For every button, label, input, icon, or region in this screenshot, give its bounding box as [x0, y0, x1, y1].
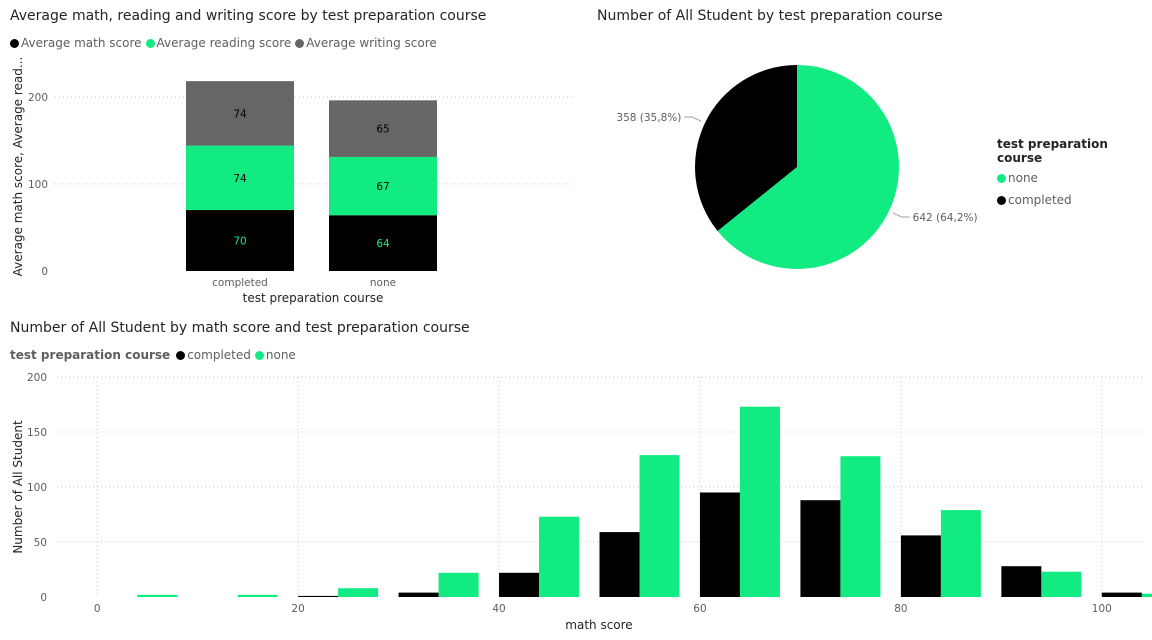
chart-title: Average math, reading and writing score … — [10, 8, 487, 24]
pie-data-label: 642 (64,2%) — [913, 212, 978, 224]
bar-none[interactable] — [1141, 593, 1152, 597]
legend-label: none — [1008, 171, 1038, 185]
y-axis-title: Number of All Student — [11, 420, 25, 554]
bar-segment[interactable] — [186, 210, 294, 271]
legend: test preparation course completed none — [10, 348, 300, 362]
legend-label: completed — [187, 348, 251, 362]
bar-none[interactable] — [137, 594, 178, 597]
bar-completed[interactable] — [900, 535, 941, 597]
leader-line — [684, 116, 702, 122]
bar-completed[interactable] — [499, 572, 540, 597]
chart-title: Number of All Student by test preparatio… — [597, 8, 943, 24]
data-label: 65 — [376, 124, 389, 136]
bar-completed[interactable] — [398, 592, 439, 597]
x-axis-title: test preparation course — [243, 291, 384, 305]
y-tick-label: 100 — [27, 482, 47, 494]
x-tick-label: 100 — [1092, 603, 1112, 615]
pie-legend: test preparation course none completed — [997, 137, 1152, 215]
legend-marker — [997, 195, 1006, 205]
bar-none[interactable] — [840, 456, 881, 597]
bar-none[interactable] — [539, 516, 580, 597]
y-tick-label: 200 — [28, 92, 48, 104]
bar-segment[interactable] — [329, 215, 437, 271]
legend-item-math[interactable]: Average math score — [10, 36, 142, 50]
legend-marker — [295, 38, 305, 48]
x-tick-label: 80 — [894, 603, 907, 615]
bar-none[interactable] — [639, 455, 680, 597]
pie-chart-visual: Number of All Student by test preparatio… — [585, 0, 1152, 315]
legend-label: Average math score — [21, 36, 142, 50]
x-tick-label: none — [370, 277, 396, 289]
bar-none[interactable] — [438, 572, 479, 597]
legend-item-none[interactable]: none — [997, 171, 1152, 185]
y-tick-label: 0 — [41, 266, 48, 278]
bar-completed[interactable] — [599, 532, 640, 597]
y-tick-label: 50 — [34, 537, 47, 549]
legend-marker — [176, 350, 186, 360]
data-label: 74 — [233, 173, 247, 185]
legend-item-none[interactable]: none — [254, 348, 296, 362]
bar-none[interactable] — [237, 594, 278, 597]
y-tick-label: 0 — [40, 592, 47, 604]
bar-completed[interactable] — [800, 500, 841, 597]
bar-segment[interactable] — [329, 156, 437, 216]
y-axis-title: Average math score, Average read... — [11, 57, 25, 277]
bar-completed[interactable] — [1101, 592, 1142, 597]
chart-title: Number of All Student by math score and … — [10, 320, 470, 336]
x-tick-label: 20 — [291, 603, 304, 615]
legend-item-writing[interactable]: Average writing score — [295, 36, 437, 50]
x-tick-label: 60 — [693, 603, 706, 615]
bar-completed[interactable] — [699, 492, 740, 598]
y-tick-label: 200 — [27, 372, 47, 384]
bar-segment[interactable] — [186, 145, 294, 211]
leader-line — [892, 212, 910, 218]
data-label: 70 — [233, 236, 246, 248]
x-tick-label: 40 — [492, 603, 505, 615]
legend-label: none — [265, 348, 296, 362]
legend-item-reading[interactable]: Average reading score — [145, 36, 292, 50]
bar-none[interactable] — [940, 510, 981, 597]
bar-none[interactable] — [338, 588, 379, 597]
bar-completed[interactable] — [298, 595, 339, 597]
x-tick-label: completed — [212, 277, 268, 289]
bar-segment[interactable] — [186, 81, 294, 146]
legend-item-completed[interactable]: completed — [176, 348, 251, 362]
data-label: 64 — [376, 238, 390, 250]
legend-title: test preparation course — [997, 137, 1108, 165]
legend-marker — [145, 38, 155, 48]
pie-slice-completed[interactable] — [695, 65, 797, 232]
stacked-bar-plot: 0 100 200 70 74 74 completed 64 67 65 none test pre… — [11, 57, 572, 305]
legend-marker — [254, 350, 264, 360]
legend-label: completed — [1008, 193, 1072, 207]
legend-title: test preparation course — [10, 348, 171, 362]
data-label: 67 — [376, 181, 389, 193]
x-tick-label: 0 — [94, 603, 101, 615]
x-axis-title: math score — [565, 618, 632, 632]
bar-none[interactable] — [1041, 571, 1082, 597]
bar-segment[interactable] — [329, 100, 437, 157]
legend-label: Average writing score — [306, 36, 437, 50]
bar-completed[interactable] — [1001, 566, 1042, 597]
legend-marker — [10, 38, 19, 48]
legend-label: Average reading score — [156, 36, 292, 50]
y-tick-label: 150 — [27, 427, 47, 439]
legend-marker — [997, 173, 1006, 183]
math-score-histogram: Number of All Student by math score and … — [0, 315, 1152, 640]
data-label: 74 — [233, 108, 247, 120]
clustered-bar-plot: 0 50 100 150 200 0 20 40 60 80 100 math score Number… — [11, 372, 1152, 632]
pie-plot: 642 (64,2%) 358 (35,8%) — [616, 65, 978, 269]
legend-item-completed[interactable]: completed — [997, 193, 1152, 207]
stacked-score-chart: Average math, reading and writing score … — [0, 0, 580, 315]
legend: Average math score Average reading score… — [10, 36, 441, 50]
pie-data-label: 358 (35,8%) — [616, 112, 681, 124]
y-tick-label: 100 — [28, 179, 48, 191]
bar-none[interactable] — [739, 406, 780, 597]
pie-slice-none[interactable] — [717, 65, 899, 269]
